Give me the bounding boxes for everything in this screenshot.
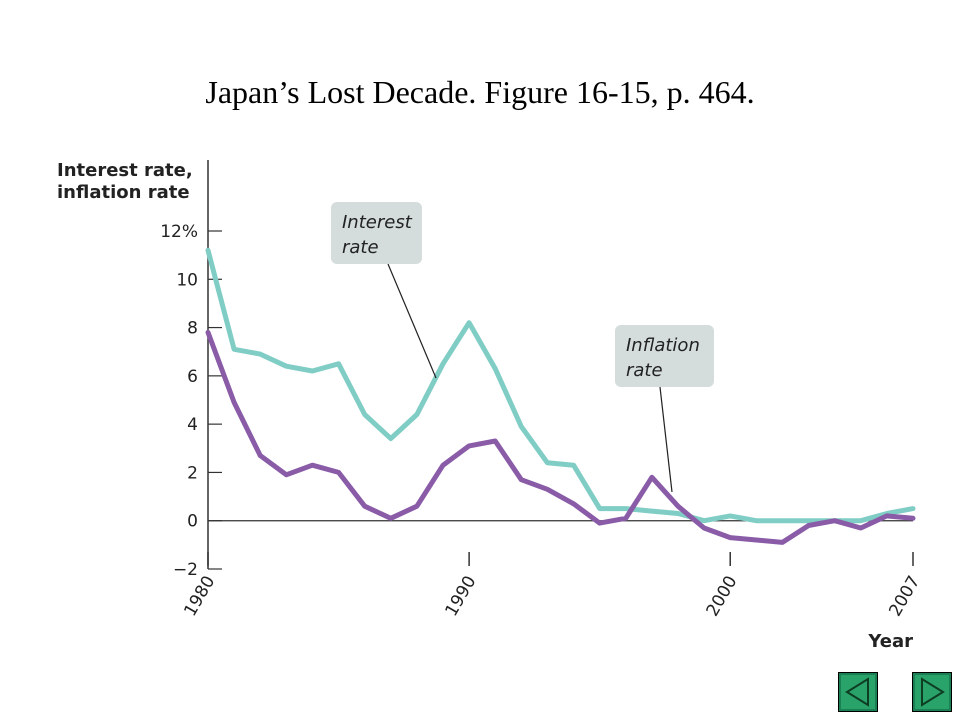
inflation-rate-point — [806, 523, 811, 528]
inflation-rate-point — [832, 518, 837, 523]
interest-rate-point — [467, 320, 472, 325]
slide-title: Japan’s Lost Decade. Figure 16-15, p. 46… — [205, 74, 755, 110]
inflation-rate-point — [493, 439, 498, 444]
interest-rate-point — [519, 424, 524, 429]
inflation-rate-point — [571, 501, 576, 506]
inflation-rate-point — [728, 535, 733, 540]
interest-rate-callout-leader — [387, 263, 437, 379]
inflation-rate-point — [884, 513, 889, 518]
y-axis-title-line: inflation rate — [57, 182, 190, 203]
chart: Interest rate,inflation rate −2 0 2 4 6 8 10 12%… — [57, 160, 924, 652]
y-tick-label: 10 — [176, 270, 198, 290]
inflation-rate-point — [858, 525, 863, 530]
interest-rate-point — [545, 460, 550, 465]
inflation-rate-point — [676, 504, 681, 509]
interest-rate-point — [911, 506, 916, 511]
y-tick-label: 2 — [187, 463, 198, 483]
y-tick-label: 4 — [187, 415, 198, 435]
interest-rate-point — [493, 366, 498, 371]
inflation-rate-point — [310, 463, 315, 468]
interest-rate-point — [284, 364, 289, 369]
interest-rate-point — [258, 352, 263, 357]
interest-rate-point — [571, 463, 576, 468]
interest-rate-point — [336, 361, 341, 366]
interest-rate-point — [388, 436, 393, 441]
inflation-rate-callout-text: rate — [626, 360, 663, 381]
y-tick-label: 12% — [160, 222, 198, 242]
inflation-rate-point — [258, 453, 263, 458]
chart-axes: Interest rate,inflation rate −2 0 2 4 6 8 10 12%… — [57, 160, 924, 652]
chart-callouts: Interest rate Inflation rate — [331, 202, 714, 493]
inflation-rate-point — [519, 477, 524, 482]
interest-rate-callout-text: rate — [342, 237, 379, 258]
interest-rate-point — [414, 412, 419, 417]
inflation-rate-point — [336, 470, 341, 475]
interest-rate-callout-box — [331, 202, 422, 264]
inflation-rate-point — [911, 516, 916, 521]
inflation-rate-point — [649, 475, 654, 480]
inflation-rate-callout-leader — [659, 386, 673, 493]
inflation-rate-point — [206, 330, 211, 335]
interest-rate-point — [597, 506, 602, 511]
x-tick-label: 1990 — [441, 573, 480, 620]
y-axis-title-line: Interest rate, — [57, 160, 193, 181]
inflation-rate-point — [232, 400, 237, 405]
inflation-rate-point — [754, 538, 759, 543]
interest-rate-point — [362, 412, 367, 417]
interest-rate-point — [441, 361, 446, 366]
inflation-rate-point — [388, 516, 393, 521]
inflation-rate-point — [623, 516, 628, 521]
inflation-rate-callout-text: Inflation — [626, 335, 700, 356]
inflation-rate-point — [597, 521, 602, 526]
interest-rate-line — [205, 247, 916, 524]
inflation-rate-point — [545, 487, 550, 492]
inflation-rate-point — [467, 443, 472, 448]
inflation-rate-point — [780, 540, 785, 545]
triangle-left-icon — [845, 677, 869, 707]
x-tick-label: 2007 — [885, 573, 924, 620]
y-tick-label: 6 — [187, 367, 198, 387]
inflation-rate-point — [441, 463, 446, 468]
y-tick-label: 8 — [187, 319, 198, 339]
inflation-rate-point — [362, 504, 367, 509]
interest-rate-point — [232, 347, 237, 352]
interest-rate-point — [858, 518, 863, 523]
interest-rate-point — [754, 518, 759, 523]
interest-rate-point — [702, 518, 707, 523]
interest-rate-point — [623, 506, 628, 511]
x-tick-label: 2000 — [703, 573, 742, 620]
y-tick-label: 0 — [187, 512, 198, 532]
interest-rate-callout-text: Interest — [342, 212, 413, 233]
previous-slide-button[interactable] — [838, 672, 878, 712]
inflation-rate-line — [205, 329, 916, 545]
next-slide-button[interactable] — [912, 672, 952, 712]
triangle-right-icon — [921, 677, 945, 707]
inflation-rate-point — [702, 525, 707, 530]
interest-rate-point — [728, 513, 733, 518]
x-axis-title: Year — [867, 631, 913, 652]
chart-series-layer — [205, 247, 916, 545]
interest-rate-point — [206, 248, 211, 253]
inflation-rate-callout-box — [615, 325, 714, 387]
interest-rate-point — [649, 509, 654, 514]
y-tick-label: −2 — [173, 560, 198, 580]
inflation-rate-point — [414, 504, 419, 509]
interest-rate-point — [806, 518, 811, 523]
interest-rate-point — [780, 518, 785, 523]
interest-rate-point — [310, 369, 315, 374]
inflation-rate-point — [284, 472, 289, 477]
interest-rate-point — [676, 511, 681, 516]
